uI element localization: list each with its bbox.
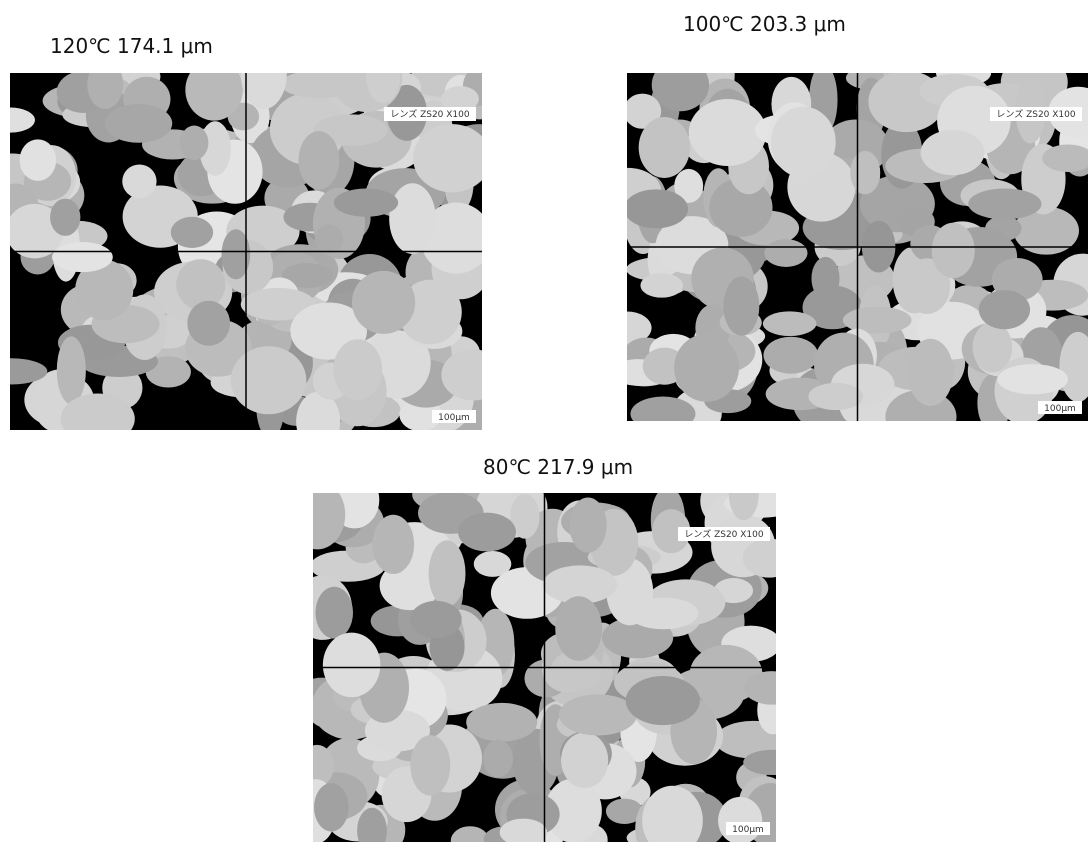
particle	[171, 217, 213, 248]
particle	[187, 301, 230, 346]
particle	[314, 783, 349, 831]
lens-label: レンズ ZS20 X100	[390, 108, 469, 120]
panel-caption: 120℃ 174.1 μm	[50, 34, 213, 58]
particle	[323, 633, 381, 698]
scale-label: 100μm	[438, 413, 470, 423]
particle	[555, 596, 602, 661]
particle	[808, 383, 863, 410]
particle	[640, 273, 683, 298]
particle	[763, 311, 816, 336]
particle	[997, 364, 1068, 394]
particle	[231, 346, 307, 414]
particle	[979, 290, 1030, 329]
particle	[561, 732, 608, 788]
panel-caption: 80℃ 217.9 μm	[483, 455, 633, 479]
scale-label: 100μm	[1044, 404, 1076, 414]
particle	[180, 126, 208, 161]
particle	[410, 735, 450, 795]
particle	[105, 104, 173, 143]
particle	[334, 189, 398, 217]
lens-label: レンズ ZS20 X100	[996, 108, 1075, 120]
scale-label: 100μm	[732, 825, 764, 835]
particle	[333, 339, 382, 400]
particle	[569, 498, 606, 553]
particle	[723, 276, 759, 335]
particle	[559, 694, 637, 735]
micrograph: レンズ ZS20 X100 100μm	[627, 73, 1088, 421]
lens-label: レンズ ZS20 X100	[684, 528, 763, 540]
particle	[410, 601, 461, 638]
particle	[764, 239, 807, 267]
figure: 120℃ 174.1 μm 100℃ 203.3 μm 80℃ 217.9 μm…	[0, 0, 1088, 842]
particle	[850, 151, 880, 194]
particle	[626, 676, 700, 725]
micrograph: レンズ ZS20 X100 100μm	[10, 73, 482, 430]
particle	[763, 337, 818, 374]
particle	[932, 223, 975, 278]
micrograph: レンズ ZS20 X100 100μm	[313, 493, 776, 842]
particle	[389, 183, 436, 254]
particle	[57, 336, 86, 404]
particle	[483, 740, 513, 777]
panel-caption: 100℃ 203.3 μm	[683, 12, 846, 36]
particle	[52, 242, 113, 272]
particle	[315, 587, 353, 639]
particle	[352, 271, 415, 334]
particle	[968, 188, 1041, 219]
particle	[921, 130, 985, 175]
particle	[50, 199, 80, 236]
particle	[811, 257, 839, 300]
particle	[689, 99, 767, 166]
particle	[639, 117, 690, 178]
particle	[122, 164, 156, 198]
particle	[771, 107, 836, 178]
particle	[628, 598, 698, 630]
particle	[176, 259, 225, 309]
particle	[315, 224, 343, 254]
particle	[674, 334, 739, 402]
particle	[429, 540, 466, 606]
particle	[466, 703, 537, 742]
particle	[299, 131, 340, 189]
particle	[458, 513, 516, 552]
particle	[908, 339, 954, 406]
particle	[20, 139, 57, 181]
particle	[372, 515, 414, 574]
particle	[627, 189, 688, 228]
